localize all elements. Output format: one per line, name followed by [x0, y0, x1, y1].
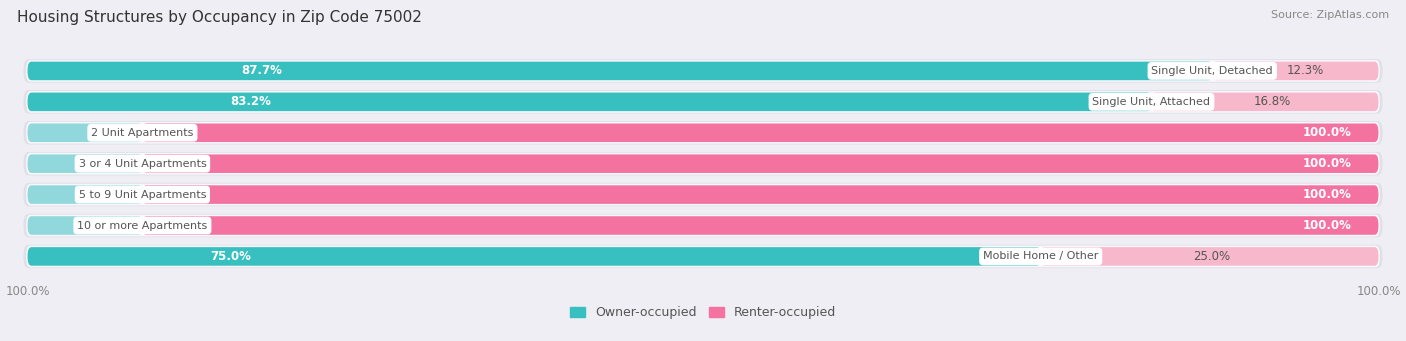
- FancyBboxPatch shape: [28, 62, 1212, 80]
- FancyBboxPatch shape: [24, 121, 1382, 145]
- Text: Single Unit, Detached: Single Unit, Detached: [1152, 66, 1272, 76]
- FancyBboxPatch shape: [142, 154, 1378, 173]
- FancyBboxPatch shape: [24, 214, 1382, 237]
- FancyBboxPatch shape: [27, 91, 1379, 113]
- Text: 10 or more Apartments: 10 or more Apartments: [77, 221, 208, 231]
- Text: 83.2%: 83.2%: [229, 95, 271, 108]
- Text: 12.3%: 12.3%: [1286, 64, 1324, 77]
- FancyBboxPatch shape: [24, 152, 1382, 175]
- Text: Housing Structures by Occupancy in Zip Code 75002: Housing Structures by Occupancy in Zip C…: [17, 10, 422, 25]
- Text: Mobile Home / Other: Mobile Home / Other: [983, 251, 1098, 262]
- FancyBboxPatch shape: [27, 215, 1379, 236]
- Text: 16.8%: 16.8%: [1254, 95, 1291, 108]
- FancyBboxPatch shape: [24, 90, 1382, 114]
- Text: 100.0%: 100.0%: [1302, 126, 1351, 139]
- FancyBboxPatch shape: [142, 216, 1378, 235]
- Text: 25.0%: 25.0%: [1192, 250, 1230, 263]
- Text: 3 or 4 Unit Apartments: 3 or 4 Unit Apartments: [79, 159, 207, 169]
- Text: 2 Unit Apartments: 2 Unit Apartments: [91, 128, 194, 138]
- FancyBboxPatch shape: [24, 183, 1382, 206]
- Text: 100.0%: 100.0%: [1302, 188, 1351, 201]
- FancyBboxPatch shape: [1040, 247, 1378, 266]
- FancyBboxPatch shape: [1212, 62, 1378, 80]
- Legend: Owner-occupied, Renter-occupied: Owner-occupied, Renter-occupied: [565, 301, 841, 324]
- Text: Source: ZipAtlas.com: Source: ZipAtlas.com: [1271, 10, 1389, 20]
- FancyBboxPatch shape: [142, 123, 1378, 142]
- Text: 0.0%: 0.0%: [105, 126, 135, 139]
- Text: 100.0%: 100.0%: [1302, 157, 1351, 170]
- Text: 0.0%: 0.0%: [105, 219, 135, 232]
- FancyBboxPatch shape: [27, 246, 1379, 267]
- FancyBboxPatch shape: [28, 154, 142, 173]
- FancyBboxPatch shape: [27, 60, 1379, 82]
- FancyBboxPatch shape: [24, 59, 1382, 83]
- FancyBboxPatch shape: [28, 92, 1152, 111]
- FancyBboxPatch shape: [28, 247, 1040, 266]
- Text: 75.0%: 75.0%: [209, 250, 250, 263]
- FancyBboxPatch shape: [24, 245, 1382, 268]
- Text: Single Unit, Attached: Single Unit, Attached: [1092, 97, 1211, 107]
- FancyBboxPatch shape: [1152, 92, 1378, 111]
- FancyBboxPatch shape: [142, 185, 1378, 204]
- FancyBboxPatch shape: [27, 184, 1379, 205]
- Text: 87.7%: 87.7%: [240, 64, 281, 77]
- FancyBboxPatch shape: [28, 185, 142, 204]
- FancyBboxPatch shape: [28, 216, 142, 235]
- Text: 100.0%: 100.0%: [1302, 219, 1351, 232]
- FancyBboxPatch shape: [28, 123, 142, 142]
- FancyBboxPatch shape: [27, 122, 1379, 144]
- Text: 0.0%: 0.0%: [105, 157, 135, 170]
- Text: 0.0%: 0.0%: [105, 188, 135, 201]
- Text: 5 to 9 Unit Apartments: 5 to 9 Unit Apartments: [79, 190, 207, 199]
- FancyBboxPatch shape: [27, 153, 1379, 175]
